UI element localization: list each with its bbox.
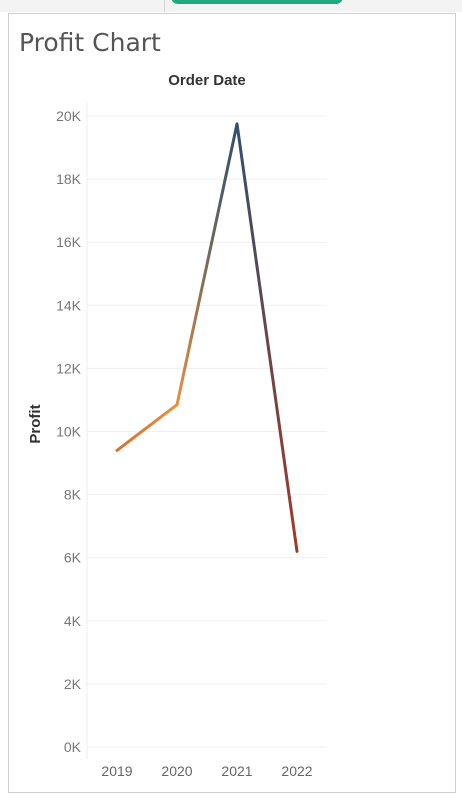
y-tick-label: 16K — [56, 234, 82, 250]
y-tick-label: 0K — [64, 739, 82, 755]
chart-title: Profit Chart — [19, 28, 161, 57]
gridlines — [87, 115, 327, 748]
y-tick-label: 18K — [56, 171, 82, 187]
tab-divider — [164, 0, 165, 12]
profit-line — [115, 122, 299, 553]
active-tab-indicator[interactable] — [171, 0, 343, 4]
y-tick-label: 4K — [64, 613, 82, 629]
chart-panel: Profit Chart Order Date Profit 0K 2K 4K 6K 8… — [8, 13, 456, 793]
data-point-2020[interactable] — [171, 399, 183, 411]
profit-series — [111, 118, 303, 557]
x-tick-label: 2019 — [101, 763, 132, 779]
data-point-2022[interactable] — [291, 545, 303, 557]
y-tick-label: 12K — [56, 360, 82, 376]
x-tick-label: 2020 — [161, 763, 192, 779]
y-tick-label: 6K — [64, 550, 82, 566]
x-tick-labels: 2019 2020 2021 2022 — [101, 763, 312, 779]
profit-line-chart: Order Date Profit 0K 2K 4K 6K 8K 10K 12K 14K 16K… — [27, 72, 327, 779]
x-tick-label: 2022 — [281, 763, 312, 779]
y-tick-label: 8K — [64, 487, 82, 503]
data-point-2019[interactable] — [111, 444, 123, 456]
y-tick-label: 20K — [56, 108, 82, 124]
x-axis-title: Order Date — [168, 72, 246, 89]
y-tick-label: 14K — [56, 297, 82, 313]
y-tick-label: 2K — [64, 676, 82, 692]
y-tick-label: 10K — [56, 424, 82, 440]
data-point-2021[interactable] — [231, 118, 243, 130]
top-tab-strip — [0, 0, 462, 12]
x-tick-label: 2021 — [221, 763, 252, 779]
y-tick-labels: 0K 2K 4K 6K 8K 10K 12K 14K 16K 18K 20K — [56, 108, 82, 755]
y-axis-title: Profit — [27, 404, 44, 443]
